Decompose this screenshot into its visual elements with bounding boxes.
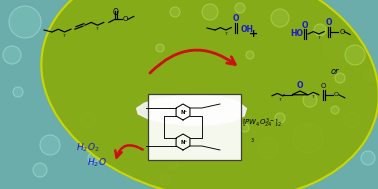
Circle shape <box>293 123 323 153</box>
Text: O: O <box>302 20 308 29</box>
Text: HO: HO <box>290 29 303 39</box>
Circle shape <box>361 151 375 165</box>
Polygon shape <box>137 95 246 125</box>
FancyArrowPatch shape <box>115 145 143 158</box>
Text: $_7$: $_7$ <box>95 26 100 33</box>
Text: O: O <box>326 18 332 27</box>
Circle shape <box>219 137 231 149</box>
Circle shape <box>202 4 218 20</box>
Text: OH: OH <box>240 25 253 34</box>
Text: $H_2O$: $H_2O$ <box>87 157 107 169</box>
Text: O: O <box>297 81 303 91</box>
Circle shape <box>335 73 345 83</box>
Circle shape <box>169 161 177 169</box>
Circle shape <box>88 153 98 163</box>
Circle shape <box>156 44 164 52</box>
Text: $[PW_4O_{24}^{3-}]_2$: $[PW_4O_{24}^{3-}]_2$ <box>242 117 282 130</box>
Text: N⁺: N⁺ <box>180 109 187 115</box>
Text: O: O <box>321 83 327 89</box>
Circle shape <box>13 87 23 97</box>
Text: N⁺: N⁺ <box>180 139 187 145</box>
Text: O: O <box>113 8 119 17</box>
Circle shape <box>235 3 245 13</box>
Text: O: O <box>334 92 339 97</box>
Circle shape <box>323 36 347 60</box>
Text: O: O <box>233 14 239 23</box>
Text: $_3$: $_3$ <box>250 136 255 145</box>
Circle shape <box>345 45 365 65</box>
Circle shape <box>344 112 360 128</box>
Circle shape <box>331 106 339 114</box>
Text: O: O <box>123 16 128 22</box>
Circle shape <box>160 175 170 185</box>
Circle shape <box>271 9 289 27</box>
Text: $_7$: $_7$ <box>311 94 316 101</box>
Circle shape <box>227 97 233 103</box>
Ellipse shape <box>41 0 378 189</box>
Text: O: O <box>339 29 345 35</box>
Circle shape <box>138 140 154 156</box>
Circle shape <box>3 46 21 64</box>
Circle shape <box>321 11 329 19</box>
Text: $_7$: $_7$ <box>62 33 67 40</box>
Text: or: or <box>331 67 339 77</box>
Circle shape <box>81 113 95 127</box>
Circle shape <box>170 7 180 17</box>
Circle shape <box>314 24 326 36</box>
Text: $H_2O_2$: $H_2O_2$ <box>76 142 100 154</box>
Circle shape <box>364 69 376 81</box>
Circle shape <box>275 113 285 123</box>
Circle shape <box>246 51 254 59</box>
FancyBboxPatch shape <box>147 94 240 160</box>
Circle shape <box>258 138 278 158</box>
Circle shape <box>40 135 60 155</box>
Text: $_7$: $_7$ <box>317 35 321 42</box>
Circle shape <box>9 6 41 38</box>
Text: $_7$: $_7$ <box>223 31 228 38</box>
Circle shape <box>33 163 47 177</box>
Text: +: + <box>249 29 258 39</box>
Text: $_7$: $_7$ <box>278 97 282 104</box>
Circle shape <box>241 124 249 132</box>
Circle shape <box>303 93 317 107</box>
FancyArrowPatch shape <box>150 50 235 73</box>
Circle shape <box>184 112 196 124</box>
